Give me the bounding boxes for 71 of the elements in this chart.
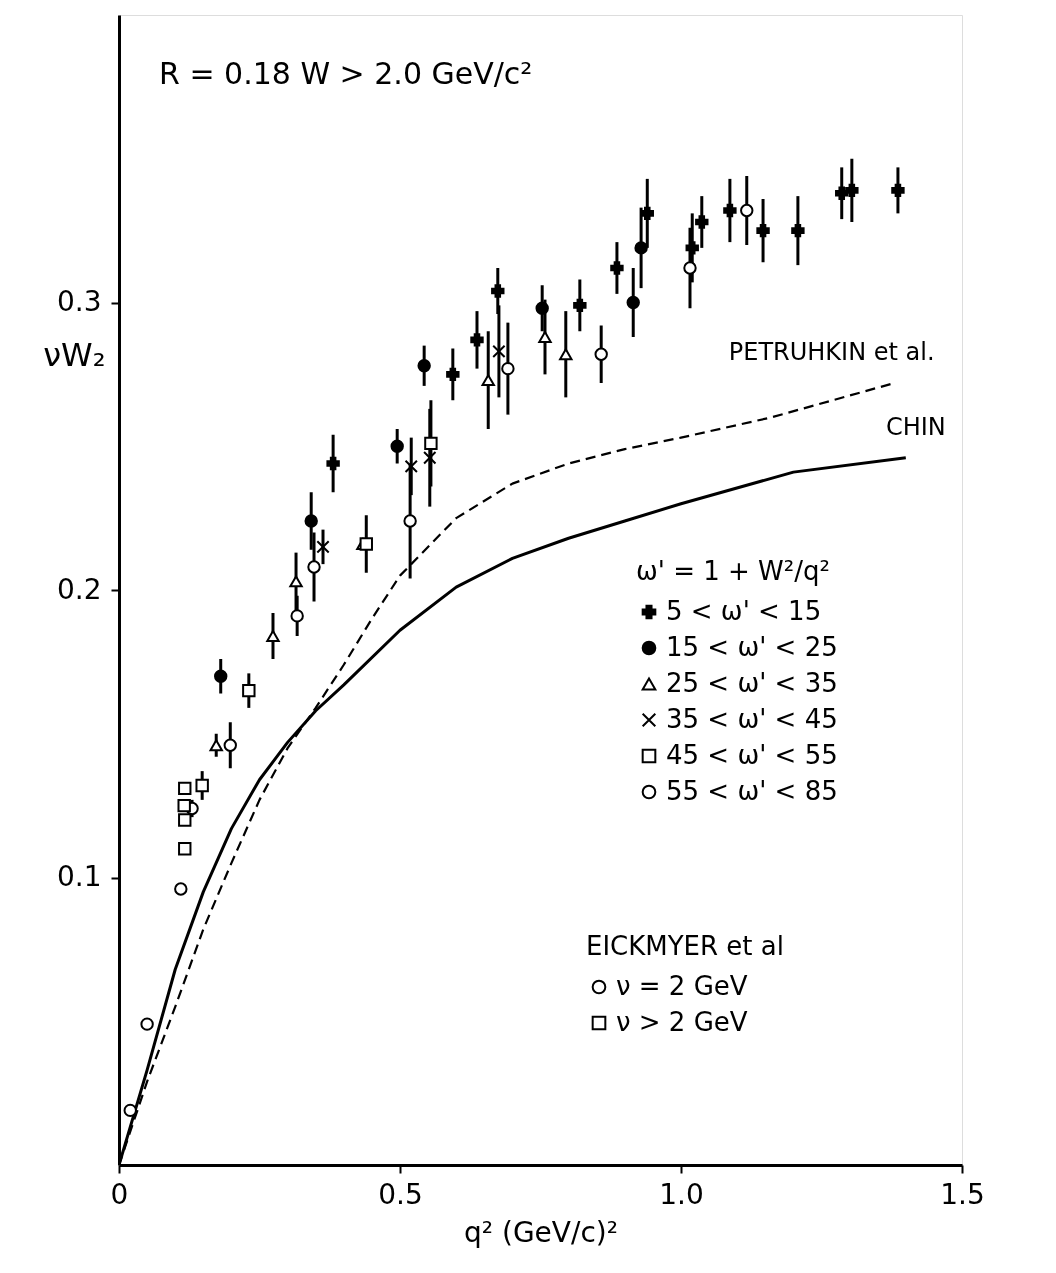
point	[481, 374, 495, 387]
x-axis-title: q² (GeV/c)²	[464, 1215, 618, 1249]
y-tick-label: 0.1	[56, 860, 102, 893]
point	[594, 347, 608, 361]
point	[178, 842, 192, 856]
point	[214, 669, 228, 683]
legend-label: 45 < ω' < 55	[666, 740, 838, 770]
legend-label: ν = 2 GeV	[616, 971, 748, 1001]
point	[403, 514, 417, 528]
x-tick-label: 0.5	[378, 1177, 423, 1211]
point	[756, 223, 770, 238]
point	[492, 344, 506, 359]
legend-label: 5 < ω' < 15	[666, 596, 822, 626]
point	[634, 241, 648, 255]
point	[242, 683, 256, 698]
point	[195, 778, 209, 793]
point	[573, 298, 587, 313]
point	[535, 301, 549, 315]
point	[209, 739, 223, 752]
y-tick-label: 0.2	[56, 572, 102, 606]
point	[723, 203, 737, 218]
x-tick-label: 0	[110, 1177, 129, 1211]
legend-title: ω' = 1 + W²/q²	[636, 556, 830, 586]
point	[307, 560, 321, 574]
point	[289, 575, 303, 588]
point	[695, 215, 709, 229]
point	[559, 348, 573, 361]
point	[404, 459, 418, 474]
point	[640, 206, 654, 221]
y-axis-title: νW₂	[43, 335, 106, 374]
annotation: EICKMYER et al	[586, 931, 784, 961]
point	[223, 738, 237, 752]
point	[178, 781, 192, 796]
point	[140, 1017, 154, 1031]
point	[390, 439, 404, 453]
legend-label: 35 < ω' < 45	[666, 704, 838, 734]
point	[290, 609, 304, 623]
point	[791, 223, 805, 238]
point	[304, 514, 318, 528]
point	[316, 540, 330, 554]
point	[266, 630, 280, 642]
point	[538, 331, 552, 343]
point	[626, 295, 640, 310]
point	[491, 284, 505, 298]
point	[740, 203, 754, 218]
point	[685, 241, 699, 255]
point	[610, 261, 624, 275]
legend-label: 55 < ω' < 85	[666, 776, 838, 806]
point	[423, 451, 437, 465]
y-tick-label: 0.3	[56, 285, 102, 318]
point	[891, 183, 905, 198]
x-tick-label: 1.0	[659, 1177, 704, 1211]
point	[177, 798, 191, 813]
annotation: R = 0.18 W > 2.0 GeV/c²	[159, 56, 533, 91]
point	[417, 359, 431, 373]
point	[683, 261, 697, 275]
point	[470, 333, 484, 347]
series-label: PETRUHKIN et al.	[728, 338, 935, 366]
legend-label: 15 < ω' < 25	[666, 632, 838, 662]
series-label: CHIN	[885, 412, 946, 441]
x-tick-label: 1.5	[940, 1177, 985, 1211]
point	[174, 882, 188, 896]
legend-label: 25 < ω' < 35	[666, 668, 838, 698]
point	[446, 367, 460, 382]
legend-label: ν > 2 GeV	[616, 1007, 748, 1037]
point	[326, 456, 340, 471]
point	[501, 361, 515, 376]
point	[845, 183, 859, 198]
point	[178, 813, 192, 827]
point	[424, 436, 438, 451]
point	[123, 1103, 137, 1118]
